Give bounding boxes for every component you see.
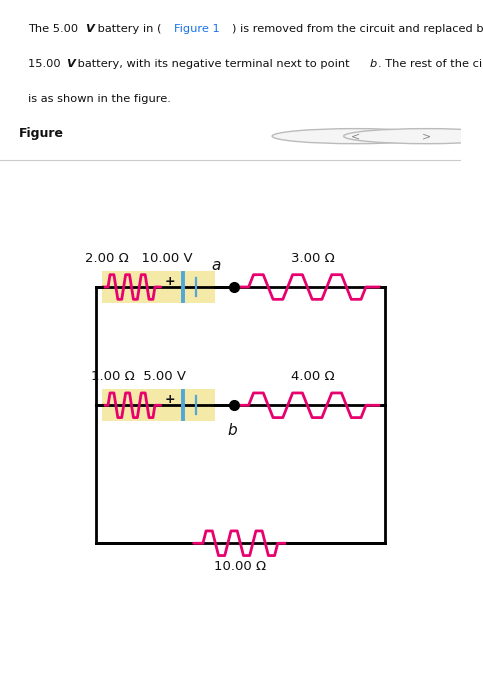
Text: ) is removed from the circuit and replaced by a: ) is removed from the circuit and replac… [232, 24, 483, 34]
Text: V: V [85, 24, 94, 34]
Text: V: V [66, 59, 74, 69]
Text: battery in (: battery in ( [94, 24, 161, 34]
Text: a: a [212, 259, 221, 273]
Circle shape [272, 129, 438, 144]
Text: . The rest of the circuit: . The rest of the circuit [378, 59, 483, 69]
Text: The 5.00: The 5.00 [28, 24, 81, 34]
FancyBboxPatch shape [102, 389, 215, 421]
Text: battery, with its negative terminal next to point: battery, with its negative terminal next… [74, 59, 354, 69]
Text: 15.00: 15.00 [28, 59, 64, 69]
Text: +: + [165, 393, 175, 406]
Text: +: + [165, 275, 175, 288]
Circle shape [343, 129, 483, 144]
Text: b: b [227, 423, 237, 437]
Text: 10.00 Ω: 10.00 Ω [214, 560, 267, 574]
Text: b: b [369, 59, 377, 69]
Text: 1 of 1: 1 of 1 [374, 131, 406, 141]
FancyBboxPatch shape [102, 271, 215, 303]
Text: Figure: Figure [18, 127, 63, 140]
Text: is as shown in the figure.: is as shown in the figure. [28, 94, 170, 104]
Text: 2.00 Ω   10.00 V: 2.00 Ω 10.00 V [85, 252, 192, 265]
Text: 1.00 Ω  5.00 V: 1.00 Ω 5.00 V [91, 370, 186, 383]
Text: <: < [351, 131, 360, 141]
Text: >: > [422, 131, 431, 141]
Text: Figure 1: Figure 1 [174, 24, 220, 34]
Text: 4.00 Ω: 4.00 Ω [291, 370, 334, 383]
Text: 3.00 Ω: 3.00 Ω [291, 252, 334, 265]
